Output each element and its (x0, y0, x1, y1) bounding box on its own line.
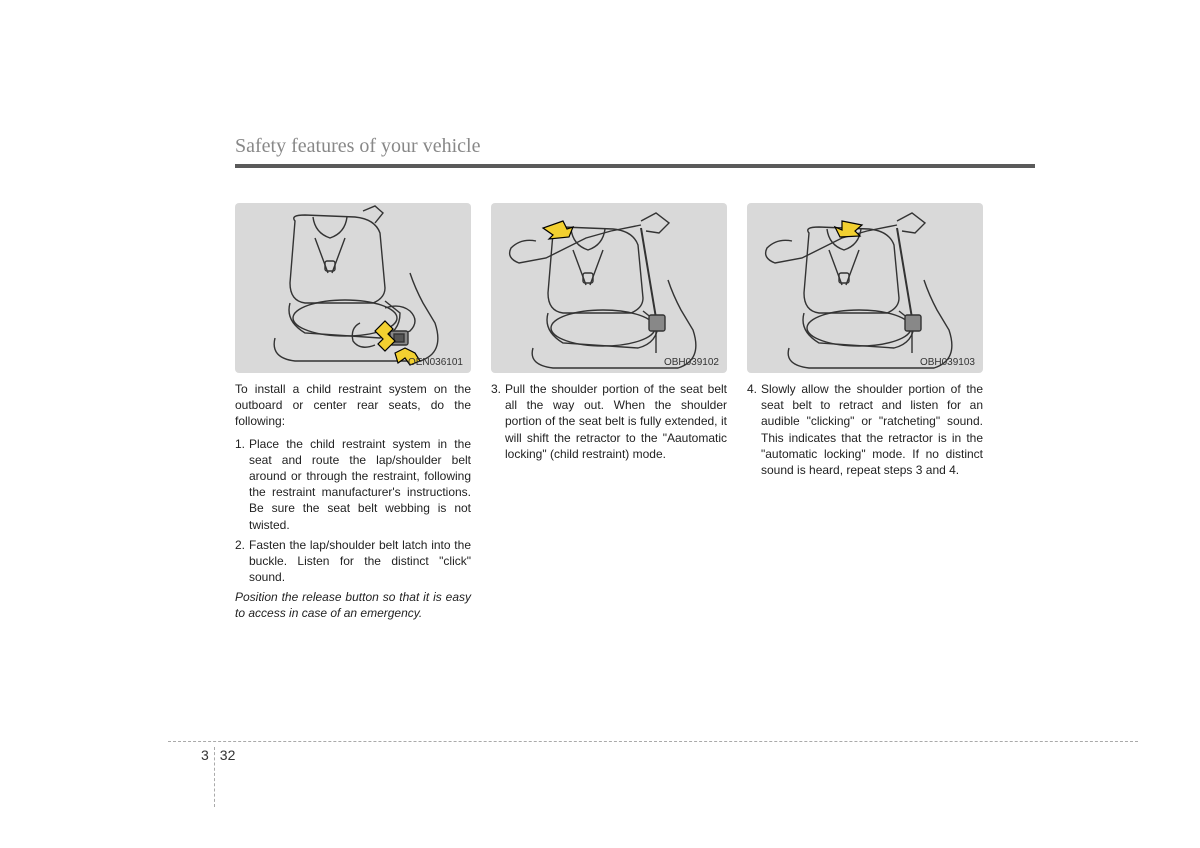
step-3-num: 3. (491, 381, 505, 462)
step-4: 4. Slowly allow the shoulder portion of … (747, 381, 983, 478)
retract-belt-illustration (747, 203, 983, 373)
col1-intro: To install a child restraint system on t… (235, 381, 471, 430)
manual-page: Safety features of your vehicle (165, 135, 1125, 622)
content-columns: OEN036101 To install a child restraint s… (235, 203, 1125, 622)
step-2: 2. Fasten the lap/shoulder belt latch in… (235, 537, 471, 586)
step-3: 3. Pull the shoulder portion of the seat… (491, 381, 727, 462)
step-2-num: 2. (235, 537, 249, 586)
page-number: 3 32 (201, 747, 235, 807)
figure-code-1: OEN036101 (408, 357, 463, 368)
figure-1: OEN036101 (235, 203, 471, 373)
step-4-text: Slowly allow the shoulder portion of the… (761, 381, 983, 478)
step-4-num: 4. (747, 381, 761, 478)
column-1: OEN036101 To install a child restraint s… (235, 203, 471, 622)
step-1-text: Place the child restraint system in the … (249, 436, 471, 533)
chapter-number: 3 (201, 747, 214, 763)
pull-belt-out-illustration (491, 203, 727, 373)
figure-code-3: OBH039103 (920, 357, 975, 368)
step-2-text: Fasten the lap/shoulder belt latch into … (249, 537, 471, 586)
step-1-num: 1. (235, 436, 249, 533)
step-3-text: Pull the shoulder portion of the seat be… (505, 381, 727, 462)
column-2: OBH039102 3. Pull the shoulder portion o… (491, 203, 727, 622)
step-1: 1. Place the child restraint system in t… (235, 436, 471, 533)
header-rule (235, 164, 1035, 168)
footer-dashed-line (168, 741, 1138, 742)
column-3: OBH039103 4. Slowly allow the shoulder p… (747, 203, 983, 622)
col1-note: Position the release button so that it i… (235, 589, 471, 621)
section-title: Safety features of your vehicle (165, 135, 1125, 158)
figure-2: OBH039102 (491, 203, 727, 373)
page-footer: 3 32 (0, 741, 1200, 761)
page-number-value: 32 (215, 747, 236, 763)
figure-code-2: OBH039102 (664, 357, 719, 368)
figure-3: OBH039103 (747, 203, 983, 373)
child-seat-buckle-illustration (235, 203, 471, 373)
